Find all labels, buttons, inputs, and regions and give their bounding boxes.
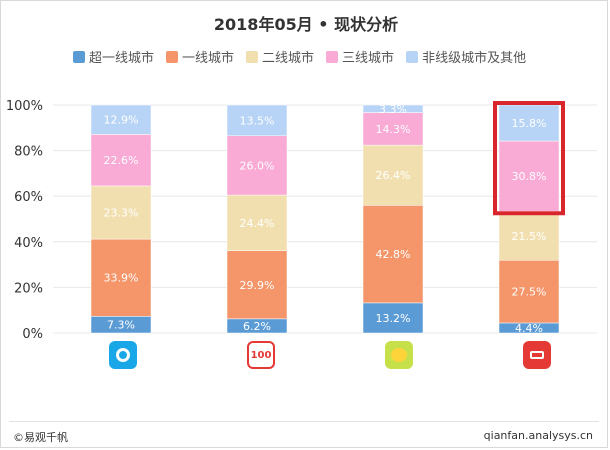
legend-label: 非线级城市及其他 — [422, 51, 527, 66]
y-tick-label: 100% — [6, 99, 43, 114]
data-label: 7.3% — [107, 319, 135, 332]
app-icon-4 — [523, 341, 551, 369]
bar-segment — [498, 104, 560, 142]
legend-label: 超一线城市 — [89, 51, 155, 66]
data-label: 3.3% — [379, 103, 407, 116]
legend: 超一线城市 一线城市 二线城市 三线城市 非线级城市及其他 — [73, 47, 538, 66]
bar-segment — [90, 134, 152, 187]
y-tick-label: 60% — [14, 190, 43, 205]
bar-segment — [362, 104, 424, 113]
legend-item: 一线城市 — [166, 47, 234, 66]
bar-segment — [90, 104, 152, 135]
data-label: 26.4% — [376, 169, 411, 182]
data-label: 4.4% — [515, 322, 543, 335]
y-tick-label: 40% — [14, 236, 43, 251]
data-label: 23.3% — [104, 207, 139, 220]
bar-segment — [362, 205, 424, 304]
cartoon-face-icon — [391, 348, 407, 362]
data-label: 33.9% — [104, 272, 139, 285]
data-label: 6.2% — [243, 320, 271, 333]
data-label: 27.5% — [512, 286, 547, 299]
legend-swatch — [326, 50, 339, 63]
data-label: 24.4% — [240, 217, 275, 230]
data-label: 26.0% — [240, 159, 275, 172]
data-label: 30.8% — [512, 170, 547, 183]
legend-item: 超一线城市 — [73, 47, 154, 66]
magnifier-icon — [116, 348, 130, 362]
legend-label: 三线城市 — [342, 51, 395, 66]
source-label: ©易观千帆 — [13, 431, 68, 444]
chart-title: 2018年05月 • 现状分析 — [213, 15, 399, 34]
legend-item: 非线级城市及其他 — [406, 47, 526, 66]
app-icon-2-text: 100 — [250, 349, 272, 361]
footer-divider — [9, 421, 599, 422]
bar-segment — [226, 250, 288, 320]
legend-label: 二线城市 — [262, 51, 315, 66]
bar-segment — [226, 194, 288, 251]
legend-swatch — [406, 50, 419, 63]
bar-segment — [226, 104, 288, 137]
data-label: 14.3% — [376, 123, 411, 136]
data-label: 12.9% — [104, 114, 139, 127]
site-url: qianfan.analysys.cn — [483, 429, 593, 442]
bar-segment — [362, 112, 424, 146]
bar-segment — [498, 140, 560, 212]
app-icon-2: 100 — [247, 341, 275, 369]
bar-segment — [498, 260, 560, 324]
data-label: 42.8% — [376, 248, 411, 261]
legend-swatch — [166, 50, 179, 63]
data-label: 13.5% — [240, 114, 275, 127]
data-label: 21.5% — [512, 230, 547, 243]
highlight-box — [493, 101, 565, 216]
app-icon-4-glyph — [530, 351, 544, 359]
data-label: 22.6% — [104, 154, 139, 167]
y-tick-label: 0% — [22, 327, 43, 342]
data-label: 13.2% — [376, 312, 411, 325]
bar-segment — [362, 144, 424, 206]
stacked-bar-chart: 0% 20% 40% 60% 80% 100% 7.3% 33.9% 23.3% 22.6% 12.… — [6, 99, 597, 342]
data-label: 29.9% — [240, 279, 275, 292]
legend-swatch — [246, 50, 259, 63]
bar-segment — [362, 302, 424, 334]
bar-segment — [90, 185, 152, 240]
app-icon-3 — [385, 341, 413, 369]
y-tick-label: 80% — [14, 145, 43, 160]
data-label: 15.8% — [512, 117, 547, 130]
app-icon-1 — [109, 341, 137, 369]
legend-label: 一线城市 — [182, 51, 235, 66]
legend-item: 二线城市 — [246, 47, 314, 66]
y-tick-label: 20% — [14, 281, 43, 296]
legend-swatch — [73, 50, 85, 63]
legend-item: 三线城市 — [326, 47, 394, 66]
bar-segment — [90, 238, 152, 317]
bar-segment — [498, 210, 560, 261]
